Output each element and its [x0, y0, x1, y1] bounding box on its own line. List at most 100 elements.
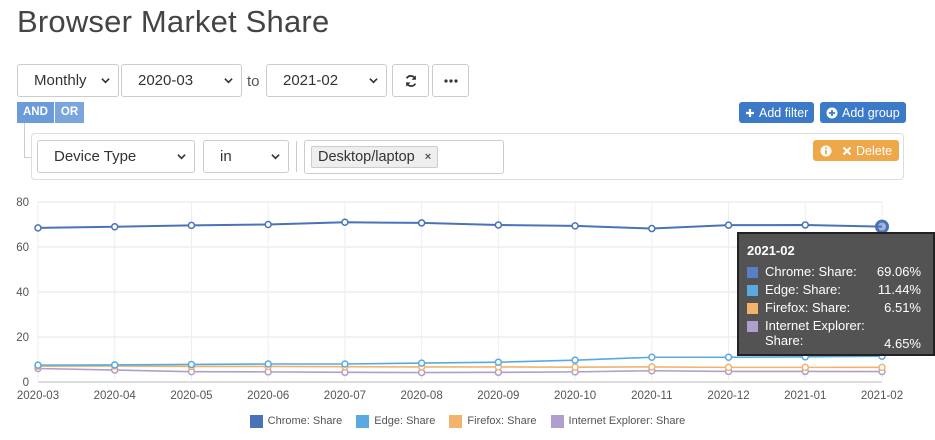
data-point	[724, 353, 733, 361]
legend-item[interactable]: Firefox: Share	[449, 413, 537, 429]
legend-label: Firefox: Share	[467, 415, 537, 427]
data-point	[187, 221, 196, 230]
to-label: to	[247, 73, 260, 90]
filter-value-input[interactable]: Desktop/laptop ×	[304, 140, 504, 174]
from-date-value: 2020-03	[138, 72, 194, 89]
x-axis: 2020-03 2020-04 2020-05 2020-06 2020-07 2020-…	[17, 390, 903, 402]
data-point	[571, 356, 579, 364]
delete-rule-button[interactable]: Delete	[856, 143, 893, 158]
close-icon[interactable]	[842, 146, 852, 156]
data-point	[801, 221, 810, 229]
add-filter-label: Add filter	[759, 105, 809, 120]
delete-rule-group: Delete	[813, 140, 900, 161]
chevron-down-icon	[101, 78, 110, 84]
x-tick-label: 2021-01	[784, 390, 826, 402]
x-tick-label: 2020-05	[170, 390, 212, 402]
chart-legend: Chrome: Share Edge: Share Firefox: Share In…	[0, 413, 935, 429]
y-tick-label: 80	[16, 197, 29, 209]
legend-swatch	[550, 414, 564, 428]
data-point	[648, 363, 656, 371]
add-group-label: Add group	[842, 105, 900, 120]
data-point	[417, 219, 426, 227]
chevron-down-icon	[271, 154, 280, 160]
tooltip-title: 2021-02	[747, 243, 795, 258]
data-point	[341, 360, 349, 368]
filter-operator-value: in	[220, 148, 232, 165]
data-point	[417, 359, 426, 367]
data-point	[264, 220, 272, 229]
filter-operator-select[interactable]: in	[203, 140, 289, 173]
value-tag: Desktop/laptop ×	[311, 146, 439, 168]
data-point	[571, 222, 579, 230]
data-point	[34, 361, 42, 369]
plus-icon	[745, 108, 755, 118]
series-line	[37, 221, 883, 230]
data-point	[801, 363, 810, 372]
tooltip-swatch-edge	[747, 285, 758, 296]
legend-swatch	[356, 414, 370, 428]
data-point	[571, 363, 579, 371]
add-filter-button[interactable]: Add filter	[739, 102, 815, 123]
tooltip-row: Edge: Share: 11.44%	[747, 282, 924, 300]
info-icon[interactable]	[820, 145, 832, 157]
remove-tag-button[interactable]: ×	[424, 151, 432, 163]
x-tick-label: 2020-06	[247, 390, 289, 402]
series-line	[37, 367, 883, 374]
legend-swatch	[449, 414, 463, 428]
legend-item[interactable]: Edge: Share	[356, 413, 435, 429]
or-toggle[interactable]: OR	[54, 102, 85, 123]
data-point	[264, 360, 272, 368]
plus-circle-icon	[826, 107, 838, 119]
from-date-select[interactable]: 2020-03	[121, 64, 242, 97]
chevron-down-icon	[177, 154, 186, 160]
tooltip-label: Internet Explorer: Share:	[765, 318, 865, 348]
legend-item[interactable]: Chrome: Share	[249, 413, 342, 429]
chart-series	[34, 218, 889, 377]
chevron-down-icon	[369, 78, 378, 84]
to-date-value: 2021-02	[283, 72, 339, 89]
tooltip-value: 11.44%	[877, 282, 921, 297]
to-date-select[interactable]: 2021-02	[266, 64, 387, 97]
tooltip-value: 4.65%	[884, 336, 921, 351]
x-tick-label: 2021-02	[861, 390, 903, 402]
data-point	[494, 221, 503, 229]
data-point	[875, 219, 889, 234]
more-options-button[interactable]	[432, 64, 469, 97]
y-tick-label: 60	[16, 242, 29, 254]
x-tick-label: 2020-12	[707, 390, 749, 402]
legend-swatch	[249, 414, 263, 428]
interval-value: Monthly	[34, 72, 87, 89]
tooltip-value: 6.51%	[884, 300, 921, 315]
add-group-button[interactable]: Add group	[820, 102, 906, 123]
series-line	[37, 365, 883, 369]
data-point	[724, 363, 733, 372]
legend-item[interactable]: Internet Explorer: Share	[550, 413, 686, 429]
and-or-toggle[interactable]: AND OR	[17, 102, 85, 123]
refresh-button[interactable]	[392, 64, 429, 97]
y-tick-label: 0	[23, 377, 29, 389]
data-point	[187, 360, 196, 369]
and-toggle[interactable]: AND	[17, 102, 55, 123]
series-line	[37, 355, 883, 366]
tooltip-swatch-firefox	[747, 303, 758, 314]
data-point	[648, 224, 656, 233]
tooltip-row: Chrome: Share: 69.06%	[747, 264, 924, 282]
x-tick-label: 2020-09	[477, 390, 519, 402]
legend-label: Internet Explorer: Share	[568, 415, 686, 427]
filter-field-select[interactable]: Device Type	[37, 140, 195, 173]
tooltip-swatch-ie	[747, 321, 758, 332]
data-point	[494, 358, 503, 366]
x-tick-label: 2020-07	[324, 390, 366, 402]
tooltip-label: Firefox: Share:	[765, 300, 851, 315]
data-point	[110, 223, 119, 231]
tooltip-swatch-chrome	[747, 267, 758, 278]
data-point	[110, 361, 119, 369]
group-connector	[24, 123, 37, 158]
chart-tooltip: 2021-02 Chrome: Share: 69.06% Edge: Shar…	[737, 232, 935, 356]
interval-select[interactable]: Monthly	[17, 64, 119, 97]
y-tick-label: 20	[16, 332, 29, 344]
x-tick-label: 2020-03	[17, 390, 59, 402]
data-point	[878, 363, 886, 372]
ellipsis-icon	[443, 78, 458, 83]
